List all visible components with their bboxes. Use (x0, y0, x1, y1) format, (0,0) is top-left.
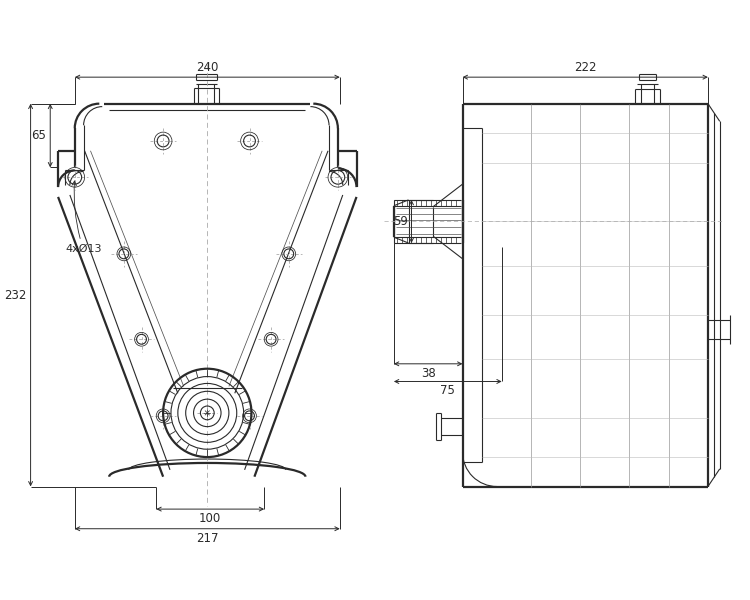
Text: 75: 75 (440, 385, 455, 397)
Text: 232: 232 (4, 289, 27, 302)
Text: 38: 38 (421, 367, 436, 380)
Text: 65: 65 (32, 129, 46, 142)
Text: 4xØ13: 4xØ13 (65, 181, 101, 254)
Text: 59: 59 (393, 215, 407, 228)
Text: 240: 240 (196, 61, 218, 74)
Text: 100: 100 (199, 512, 221, 525)
Text: 217: 217 (196, 532, 218, 545)
Text: 222: 222 (574, 61, 596, 74)
